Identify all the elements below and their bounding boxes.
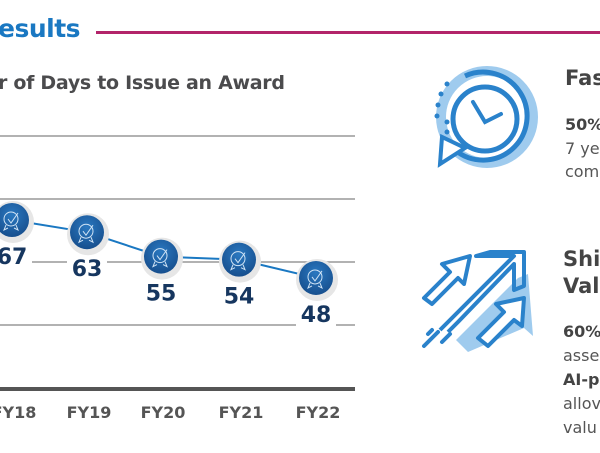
chart-title: r of Days to Issue an Award: [0, 72, 285, 94]
block1-heading: Fas: [565, 66, 600, 90]
award-check-icon: [78, 223, 94, 244]
block1-text-2: com: [565, 162, 600, 181]
award-check-icon: [152, 248, 168, 268]
data-label: 48: [301, 303, 332, 328]
data-label: 63: [72, 257, 103, 282]
data-point-marker: [219, 240, 261, 283]
x-tick-label: FY19: [67, 403, 112, 422]
title-divider: [96, 31, 600, 34]
data-point-marker: [0, 201, 34, 243]
x-tick-label: FY21: [219, 403, 264, 422]
block2-text-1: asse: [563, 346, 600, 365]
award-check-icon: [3, 211, 19, 232]
data-point-marker: [141, 237, 183, 280]
award-check-icon: [230, 251, 246, 271]
data-label: 67: [0, 245, 27, 270]
block2-text-3: allov: [563, 394, 600, 413]
block2-text-4: valu: [563, 418, 597, 437]
section-title: esults: [0, 14, 81, 43]
line-chart: 67 63 55 54 48 FY18 FY19 FY20 FY21 FY22: [0, 135, 355, 422]
x-tick-label: FY20: [141, 403, 186, 422]
block2-text-2: AI-p: [563, 370, 600, 389]
block1-text-1: 7 ye: [565, 139, 600, 158]
growth-arrows-icon: [422, 250, 533, 352]
block2-heading-2: Val: [563, 274, 600, 298]
data-label: 54: [224, 285, 255, 310]
award-check-icon: [307, 269, 323, 289]
block2-stat: 60%: [563, 322, 600, 341]
block2-heading-1: Shi: [563, 247, 600, 271]
data-label: 55: [146, 282, 177, 307]
block1-stat: 50%: [565, 115, 600, 134]
x-tick-label: FY22: [296, 403, 341, 422]
data-point-marker: [296, 258, 338, 301]
clock-refresh-icon: [434, 66, 538, 168]
x-tick-label: FY18: [0, 403, 36, 422]
data-point-marker: [67, 213, 109, 256]
